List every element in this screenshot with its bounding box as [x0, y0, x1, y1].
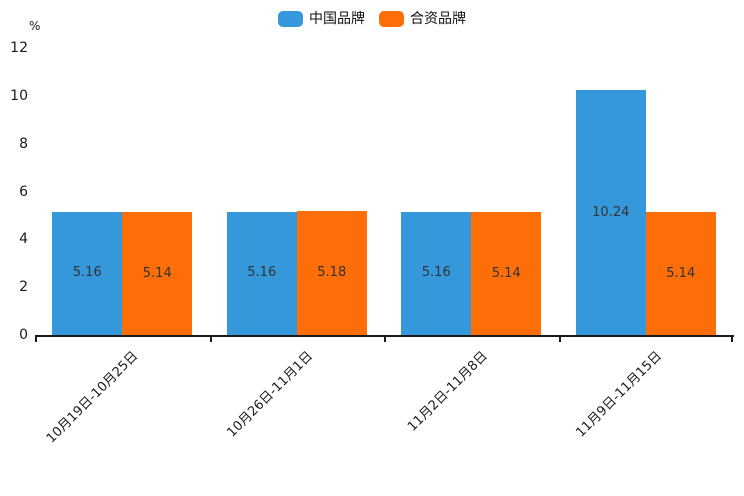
- bar-value-label: 5.16: [421, 265, 451, 281]
- legend-swatch-icon: [278, 11, 303, 27]
- bar-合资品牌-1: 5.18: [296, 211, 367, 335]
- x-category-label: 10月26日-11月1日: [224, 348, 317, 441]
- bar-value-label: 5.14: [666, 265, 696, 281]
- x-category-label: 11月9日-11月15日: [573, 348, 666, 441]
- legend-item-1[interactable]: 合资品牌: [379, 11, 466, 27]
- y-tick-label: 2: [19, 279, 28, 296]
- bar-合资品牌-3: 5.14: [645, 212, 716, 335]
- bar-合资品牌-2: 5.14: [471, 212, 542, 335]
- y-tick-label: 0: [19, 327, 28, 343]
- x-axis-tick: [558, 335, 561, 342]
- y-tick-label: 10: [10, 87, 28, 104]
- legend-label: 合资品牌: [410, 11, 466, 27]
- y-tick-label: 6: [19, 183, 28, 200]
- x-category-label: 10月19日-10月25日: [44, 348, 142, 447]
- bar-中国品牌-3: 10.24: [575, 90, 646, 335]
- x-axis-tick: [731, 335, 733, 342]
- bar-value-label: 5.16: [72, 265, 102, 281]
- x-category-label: 11月2日-11月8日: [404, 348, 491, 435]
- bar-value-label: 10.24: [592, 204, 630, 220]
- bar-value-label: 5.16: [247, 265, 277, 281]
- y-tick-label: 4: [19, 231, 28, 248]
- x-axis-tick: [35, 335, 37, 342]
- legend-label: 中国品牌: [309, 11, 365, 27]
- x-axis-tick: [209, 335, 212, 342]
- y-tick-label: 12: [10, 40, 28, 56]
- bar-中国品牌-1: 5.16: [226, 211, 297, 335]
- legend: 中国品牌 合资品牌: [0, 9, 744, 29]
- bar-合资品牌-0: 5.14: [122, 212, 193, 335]
- y-axis-unit-label: %: [29, 19, 41, 33]
- x-axis-tick: [384, 335, 386, 342]
- bar-value-label: 5.14: [142, 265, 172, 281]
- legend-item-0[interactable]: 中国品牌: [278, 11, 365, 27]
- y-tick-label: 8: [19, 135, 28, 152]
- legend-swatch-icon: [379, 11, 404, 27]
- bar-中国品牌-0: 5.16: [52, 211, 123, 335]
- bar-value-label: 5.18: [317, 265, 347, 281]
- bar-中国品牌-2: 5.16: [401, 211, 472, 335]
- bar-value-label: 5.14: [491, 265, 521, 281]
